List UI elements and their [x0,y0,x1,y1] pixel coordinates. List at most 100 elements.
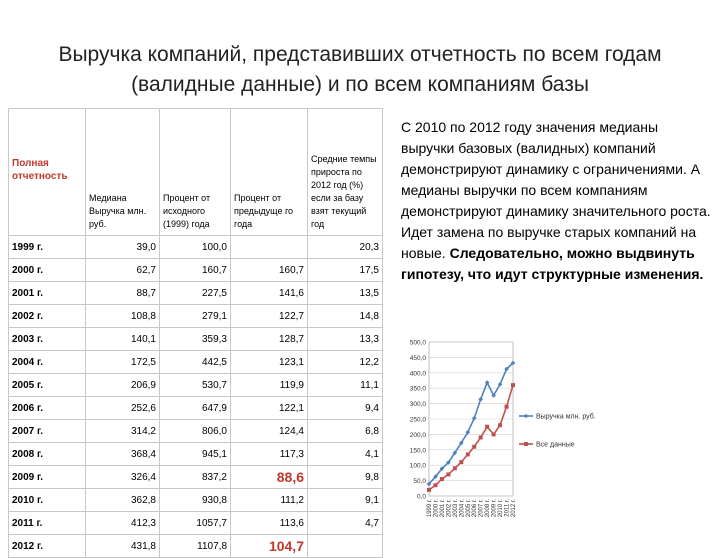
table-cell-median: 206,9 [85,373,160,397]
table-cell-pct_base: 945,1 [159,442,231,466]
x-tick-label: 2008 г. [485,499,491,517]
table-row: 2006 г. 252,6 647,9 122,1 9,4 [8,396,383,420]
table-cell-avg_growth: 12,2 [307,350,383,374]
table-cell-pct_base: 806,0 [159,419,231,443]
y-tick-label: 450,0 [410,355,427,362]
x-tick-label: 2001 г. [440,499,446,517]
commentary-text: С 2010 по 2012 году значения медианы выр… [401,117,713,285]
legend-marker [524,442,528,446]
header-full-reporting: Полная отчетность [8,108,86,236]
table-cell-pct_prev: 119,9 [230,373,308,397]
table-row: 2009 г. 326,4 837,2 88,6 9,8 [8,465,383,489]
y-tick-label: 500,0 [410,340,427,347]
table-cell-pct_prev: 122,7 [230,304,308,328]
table-cell-median: 431,8 [85,534,160,558]
y-tick-label: 100,0 [410,463,427,470]
commentary-part1: С 2010 по 2012 году значения медианы выр… [401,119,711,261]
header-avg-growth: Средние темпы прироста по 2012 год (%) е… [307,108,383,236]
table-header-row: Полная отчетность Медиана Выручка млн. р… [8,108,383,236]
data-point [433,474,438,479]
table-row: 2011 г. 412,3 1057,7 113,6 4,7 [8,511,383,535]
table-cell-pct_prev: 160,7 [230,258,308,282]
revenue-table: Полная отчетность Медиана Выручка млн. р… [8,108,383,558]
header-pct-prev: Процент от предыдуще го года [230,108,308,236]
data-point [426,481,432,487]
x-tick-label: 2000 г. [433,499,439,517]
table-cell-year: 2008 г. [8,442,86,466]
table-cell-median: 140,1 [85,327,160,351]
table-cell-median: 88,7 [85,281,160,305]
table-cell-pct_prev: 122,1 [230,396,308,420]
table-cell-pct_prev: 128,7 [230,327,308,351]
table-row: 2010 г. 362,8 930,8 111,2 9,1 [8,488,383,512]
data-point [485,424,490,429]
table-cell-year: 2011 г. [8,511,86,535]
table-cell-year: 2005 г. [8,373,86,397]
table-row: 2008 г. 368,4 945,1 117,3 4,1 [8,442,383,466]
table-cell-pct_prev: 123,1 [230,350,308,374]
table-cell-median: 362,8 [85,488,160,512]
table-cell-avg_growth: 9,4 [307,396,383,420]
x-tick-label: 2007 г. [479,499,485,517]
data-point [504,404,509,409]
x-tick-label: 2010 г. [498,499,504,517]
table-cell-avg_growth: 17,5 [307,258,383,282]
table-cell-pct_prev: 113,6 [230,511,308,535]
data-point [452,466,457,471]
table-cell-pct_prev: 117,3 [230,442,308,466]
data-point [511,383,515,388]
table-cell-avg_growth: 13,5 [307,281,383,305]
table-row: 1999 г. 39,0 100,0 20,3 [8,235,383,259]
x-tick-label: 2002 г. [446,499,452,517]
table-cell-pct_prev: 88,6 [230,465,308,489]
table-row: 2012 г. 431,8 1107,8 104,7 [8,534,383,558]
table-cell-avg_growth: 4,7 [307,511,383,535]
table-cell-avg_growth: 6,8 [307,419,383,443]
table-cell-median: 314,2 [85,419,160,443]
y-tick-label: 400,0 [410,370,427,377]
y-tick-label: 350,0 [410,386,427,393]
table-cell-pct_base: 647,9 [159,396,231,420]
table-cell-avg_growth: 4,1 [307,442,383,466]
table-cell-pct_prev [230,235,308,259]
table-cell-avg_growth: 13,3 [307,327,383,351]
table-cell-pct_base: 1057,7 [159,511,231,535]
x-tick-label: 2011 г. [505,499,511,517]
table-cell-pct_base: 160,7 [159,258,231,282]
table-cell-avg_growth: 9,1 [307,488,383,512]
table-cell-year: 1999 г. [8,235,86,259]
table-cell-year: 2009 г. [8,465,86,489]
table-cell-median: 172,5 [85,350,160,374]
table-cell-median: 252,6 [85,396,160,420]
table-cell-year: 2006 г. [8,396,86,420]
table-cell-pct_base: 530,7 [159,373,231,397]
data-point [433,483,438,488]
y-tick-label: 300,0 [410,401,427,408]
table-cell-pct_base: 930,8 [159,488,231,512]
data-point [472,444,477,449]
y-tick-label: 150,0 [410,447,427,454]
x-tick-label: 2003 г. [453,499,459,517]
table-cell-pct_base: 1107,8 [159,534,231,558]
x-tick-label: 2009 г. [492,499,498,517]
legend-label: Выручка млн. руб. [536,413,596,421]
table-cell-median: 326,4 [85,465,160,489]
table-cell-year: 2000 г. [8,258,86,282]
table-cell-pct_prev: 141,6 [230,281,308,305]
table-cell-pct_prev: 104,7 [230,534,308,558]
table-cell-median: 39,0 [85,235,160,259]
table-cell-avg_growth: 11,1 [307,373,383,397]
x-tick-label: 2004 г. [459,499,465,517]
commentary-conclusion: Следовательно, можно выдвинуть гипотезу,… [401,245,704,282]
table-cell-avg_growth: 20,3 [307,235,383,259]
revenue-line-chart: 0,0 50,0 100,0 150,0 200,0 250,0 300,0 350,0 400… [410,340,596,518]
table-row: 2002 г. 108,8 279,1 122,7 14,8 [8,304,383,328]
y-tick-label: 50,0 [413,478,426,485]
table-cell-year: 2012 г. [8,534,86,558]
header-pct-base: Процент от исходного (1999) года [159,108,231,236]
table-cell-year: 2001 г. [8,281,86,305]
table-cell-pct_base: 279,1 [159,304,231,328]
data-point [439,466,445,471]
data-point [439,477,444,482]
x-tick-label: 2005 г. [466,499,472,517]
